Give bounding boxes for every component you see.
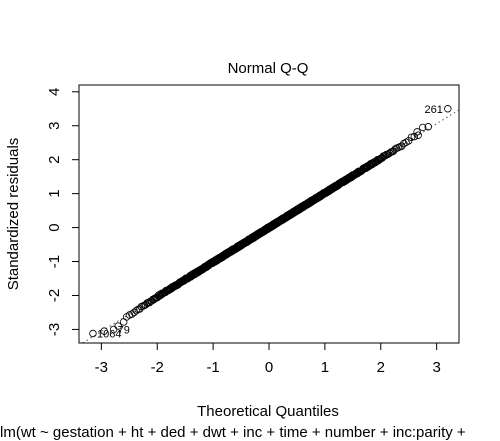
data-point (418, 123, 427, 132)
y-tick-label: 2 (46, 156, 63, 164)
point-label-79: 79 (118, 324, 130, 336)
y-tick-label: -1 (46, 255, 63, 268)
x-tick-label: -3 (95, 359, 108, 376)
data-point (398, 142, 406, 150)
data-point (143, 299, 151, 307)
y-tick-label: 1 (46, 189, 63, 197)
chart-title: Normal Q-Q (228, 60, 309, 77)
data-point (142, 300, 150, 309)
data-point (114, 322, 122, 330)
data-point (413, 128, 421, 136)
data-point (414, 131, 422, 139)
data-points (89, 105, 452, 338)
data-point (444, 105, 452, 113)
x-tick-label: 1 (321, 359, 329, 376)
x-tick-label: 2 (377, 359, 385, 376)
x-axis-label: Theoretical Quantiles (197, 403, 339, 420)
data-point (424, 123, 432, 131)
data-point (89, 329, 97, 338)
x-axis: -3 -2 -1 0 1 2 3 (95, 342, 441, 376)
y-tick-label: 4 (46, 88, 63, 96)
y-tick-label: -2 (46, 289, 63, 302)
point-label-1064: 1064 (97, 328, 121, 340)
x-tick-label: 3 (432, 359, 440, 376)
x-tick-label: -2 (151, 359, 164, 376)
x-tick-label: 0 (265, 359, 273, 376)
y-tick-label: 0 (46, 223, 63, 231)
y-axis: -3 -2 -1 0 1 2 3 4 (46, 88, 80, 336)
y-tick-label: 3 (46, 122, 63, 130)
model-formula-subtitle: lm(wt ~ gestation + ht + ded + dwt + inc… (0, 424, 466, 441)
point-label-261: 261 (424, 104, 442, 116)
data-point (132, 307, 140, 315)
data-point (100, 327, 108, 335)
y-axis-label: Standardized residuals (5, 138, 22, 291)
data-point (407, 133, 416, 141)
y-tick-label: -3 (46, 323, 63, 336)
data-point (120, 318, 128, 326)
x-tick-label: -1 (206, 359, 219, 376)
